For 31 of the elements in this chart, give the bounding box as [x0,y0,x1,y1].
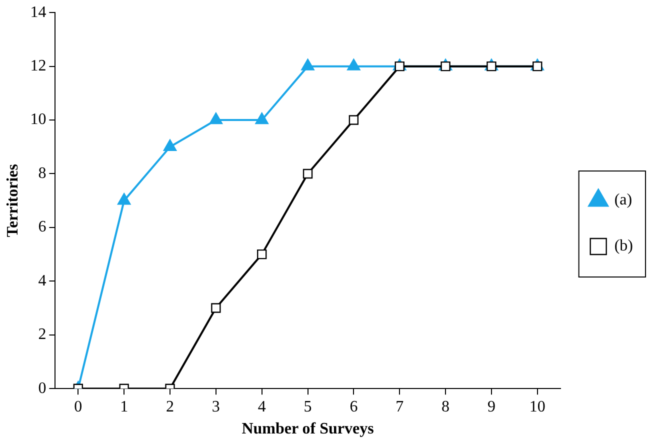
y-axis-title: Territories [4,164,22,238]
point [301,58,314,70]
point [255,112,269,124]
y-tick-label: 0 [38,380,46,397]
x-tick-label: 8 [442,398,450,416]
y-tick-label: 10 [30,111,46,128]
y-tick-label: 2 [38,326,46,344]
x-tick-label: 10 [529,398,546,416]
x-tick-label: 2 [166,398,174,416]
point [302,168,313,179]
point [117,193,131,205]
y-tick-label: 6 [38,218,46,236]
point [209,112,223,124]
x-tick-label: 5 [304,398,312,416]
legend-label: (b) [614,238,633,255]
x-tick-label: 0 [74,398,82,416]
point [347,58,360,70]
x-tick-label: 9 [487,398,496,416]
point [348,115,359,125]
legend-label: (a) [614,192,632,209]
y-tick-label: 14 [30,4,46,21]
x-tick-label: 6 [350,398,358,416]
y-tick-label: 8 [38,164,46,182]
x-axis-title: Number of Surveys [242,420,374,438]
x-tick-label: 4 [258,398,266,416]
x-tick-label: 1 [120,398,128,416]
x-tick-label: 7 [396,398,404,416]
y-tick-label: 12 [30,58,46,75]
x-tick-label: 3 [212,398,220,416]
y-tick-label: 4 [38,272,46,290]
point [163,139,177,151]
